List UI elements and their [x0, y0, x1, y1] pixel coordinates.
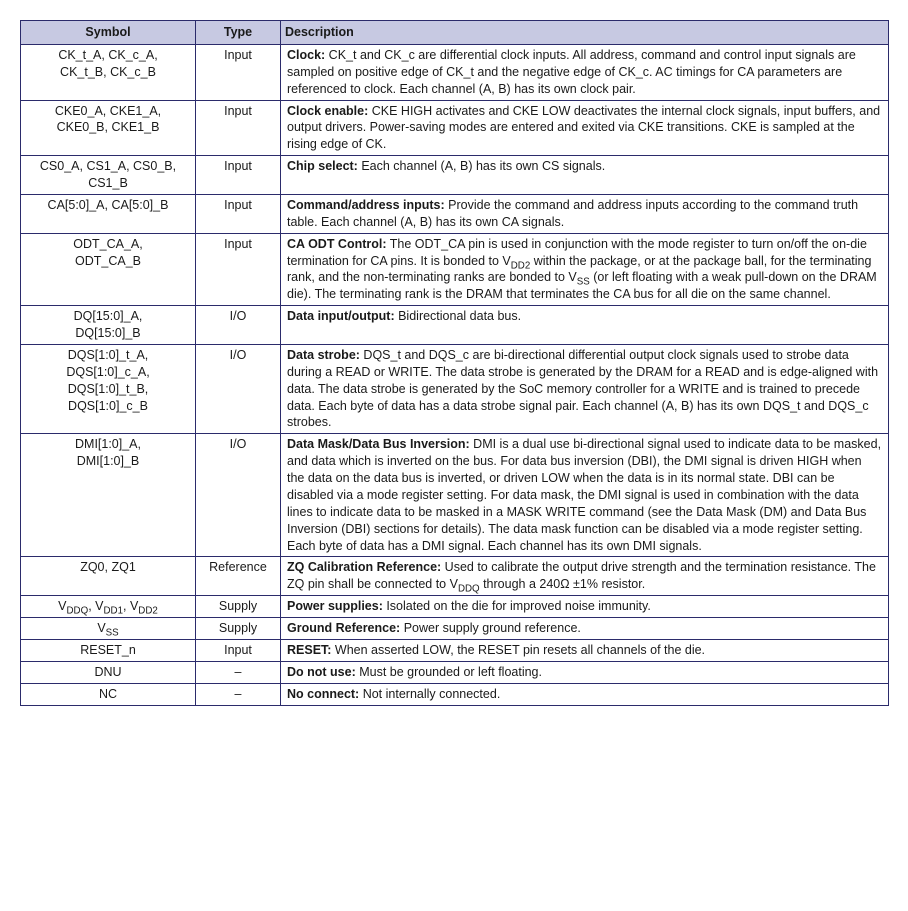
table-row: DQ[15:0]_A,DQ[15:0]_BI/OData input/outpu…	[21, 306, 889, 345]
description-body: Bidirectional data bus.	[395, 309, 521, 323]
symbol-cell: CA[5:0]_A, CA[5:0]_B	[21, 194, 196, 233]
type-cell: Reference	[196, 557, 281, 596]
type-cell: Input	[196, 233, 281, 306]
symbol-cell: CK_t_A, CK_c_A,CK_t_B, CK_c_B	[21, 44, 196, 100]
symbol-cell: DMI[1:0]_A,DMI[1:0]_B	[21, 434, 196, 557]
symbol-cell: DQ[15:0]_A,DQ[15:0]_B	[21, 306, 196, 345]
type-cell: Input	[196, 639, 281, 661]
symbol-cell: DNU	[21, 661, 196, 683]
description-cell: Power supplies: Isolated on the die for …	[281, 596, 889, 618]
description-cell: Clock enable: CKE HIGH activates and CKE…	[281, 100, 889, 156]
table-header-row: Symbol Type Description	[21, 21, 889, 45]
description-title: Ground Reference:	[287, 621, 400, 635]
table-row: VDDQ, VDD1, VDD2SupplyPower supplies: Is…	[21, 596, 889, 618]
type-cell: –	[196, 661, 281, 683]
symbol-cell: VDDQ, VDD1, VDD2	[21, 596, 196, 618]
description-body: Not internally connected.	[359, 687, 500, 701]
type-cell: Supply	[196, 596, 281, 618]
table-row: ODT_CA_A,ODT_CA_BInputCA ODT Control: Th…	[21, 233, 889, 306]
table-row: DMI[1:0]_A,DMI[1:0]_BI/OData Mask/Data B…	[21, 434, 889, 557]
description-body: Isolated on the die for improved noise i…	[383, 599, 651, 613]
table-row: DNU–Do not use: Must be grounded or left…	[21, 661, 889, 683]
type-cell: I/O	[196, 434, 281, 557]
description-cell: ZQ Calibration Reference: Used to calibr…	[281, 557, 889, 596]
description-cell: Chip select: Each channel (A, B) has its…	[281, 156, 889, 195]
description-cell: No connect: Not internally connected.	[281, 683, 889, 705]
description-title: Command/address inputs:	[287, 198, 445, 212]
description-title: CA ODT Control:	[287, 237, 387, 251]
table-row: CS0_A, CS1_A, CS0_B,CS1_BInputChip selec…	[21, 156, 889, 195]
type-cell: Input	[196, 44, 281, 100]
description-title: Power supplies:	[287, 599, 383, 613]
description-body: When asserted LOW, the RESET pin resets …	[331, 643, 705, 657]
description-body: Power supply ground reference.	[400, 621, 581, 635]
type-cell: Input	[196, 156, 281, 195]
type-cell: Supply	[196, 618, 281, 640]
symbol-cell: ODT_CA_A,ODT_CA_B	[21, 233, 196, 306]
symbol-cell: DQS[1:0]_t_A,DQS[1:0]_c_A,DQS[1:0]_t_B,D…	[21, 344, 196, 433]
description-body: DQS_t and DQS_c are bi-directional diffe…	[287, 348, 878, 430]
description-title: No connect:	[287, 687, 359, 701]
description-cell: Command/address inputs: Provide the comm…	[281, 194, 889, 233]
description-body: CK_t and CK_c are differential clock inp…	[287, 48, 856, 96]
symbol-cell: ZQ0, ZQ1	[21, 557, 196, 596]
table-row: CKE0_A, CKE1_A,CKE0_B, CKE1_BInputClock …	[21, 100, 889, 156]
type-cell: I/O	[196, 344, 281, 433]
type-cell: Input	[196, 194, 281, 233]
description-title: Chip select:	[287, 159, 358, 173]
description-cell: Clock: CK_t and CK_c are differential cl…	[281, 44, 889, 100]
description-title: RESET:	[287, 643, 331, 657]
description-cell: Do not use: Must be grounded or left flo…	[281, 661, 889, 683]
description-cell: Ground Reference: Power supply ground re…	[281, 618, 889, 640]
description-title: Do not use:	[287, 665, 356, 679]
col-header-symbol: Symbol	[21, 21, 196, 45]
description-title: Data input/output:	[287, 309, 395, 323]
type-cell: –	[196, 683, 281, 705]
pin-description-table: Symbol Type Description CK_t_A, CK_c_A,C…	[20, 20, 889, 706]
description-title: ZQ Calibration Reference:	[287, 560, 441, 574]
description-body: Each channel (A, B) has its own CS signa…	[358, 159, 605, 173]
col-header-type: Type	[196, 21, 281, 45]
description-body: CKE HIGH activates and CKE LOW deactivat…	[287, 104, 880, 152]
table-row: CK_t_A, CK_c_A,CK_t_B, CK_c_BInputClock:…	[21, 44, 889, 100]
table-row: CA[5:0]_A, CA[5:0]_BInputCommand/address…	[21, 194, 889, 233]
table-row: NC–No connect: Not internally connected.	[21, 683, 889, 705]
symbol-cell: CKE0_A, CKE1_A,CKE0_B, CKE1_B	[21, 100, 196, 156]
description-cell: Data input/output: Bidirectional data bu…	[281, 306, 889, 345]
description-cell: RESET: When asserted LOW, the RESET pin …	[281, 639, 889, 661]
type-cell: Input	[196, 100, 281, 156]
col-header-description: Description	[281, 21, 889, 45]
type-cell: I/O	[196, 306, 281, 345]
table-row: DQS[1:0]_t_A,DQS[1:0]_c_A,DQS[1:0]_t_B,D…	[21, 344, 889, 433]
description-cell: CA ODT Control: The ODT_CA pin is used i…	[281, 233, 889, 306]
table-row: ZQ0, ZQ1ReferenceZQ Calibration Referenc…	[21, 557, 889, 596]
symbol-cell: NC	[21, 683, 196, 705]
description-title: Data strobe:	[287, 348, 360, 362]
symbol-cell: VSS	[21, 618, 196, 640]
description-title: Clock enable:	[287, 104, 368, 118]
description-cell: Data Mask/Data Bus Inversion: DMI is a d…	[281, 434, 889, 557]
symbol-cell: CS0_A, CS1_A, CS0_B,CS1_B	[21, 156, 196, 195]
symbol-cell: RESET_n	[21, 639, 196, 661]
description-title: Data Mask/Data Bus Inversion:	[287, 437, 470, 451]
description-body: Must be grounded or left floating.	[356, 665, 542, 679]
table-row: RESET_nInputRESET: When asserted LOW, th…	[21, 639, 889, 661]
description-title: Clock:	[287, 48, 325, 62]
description-cell: Data strobe: DQS_t and DQS_c are bi-dire…	[281, 344, 889, 433]
description-body: DMI is a dual use bi-directional signal …	[287, 437, 881, 552]
table-row: VSSSupplyGround Reference: Power supply …	[21, 618, 889, 640]
